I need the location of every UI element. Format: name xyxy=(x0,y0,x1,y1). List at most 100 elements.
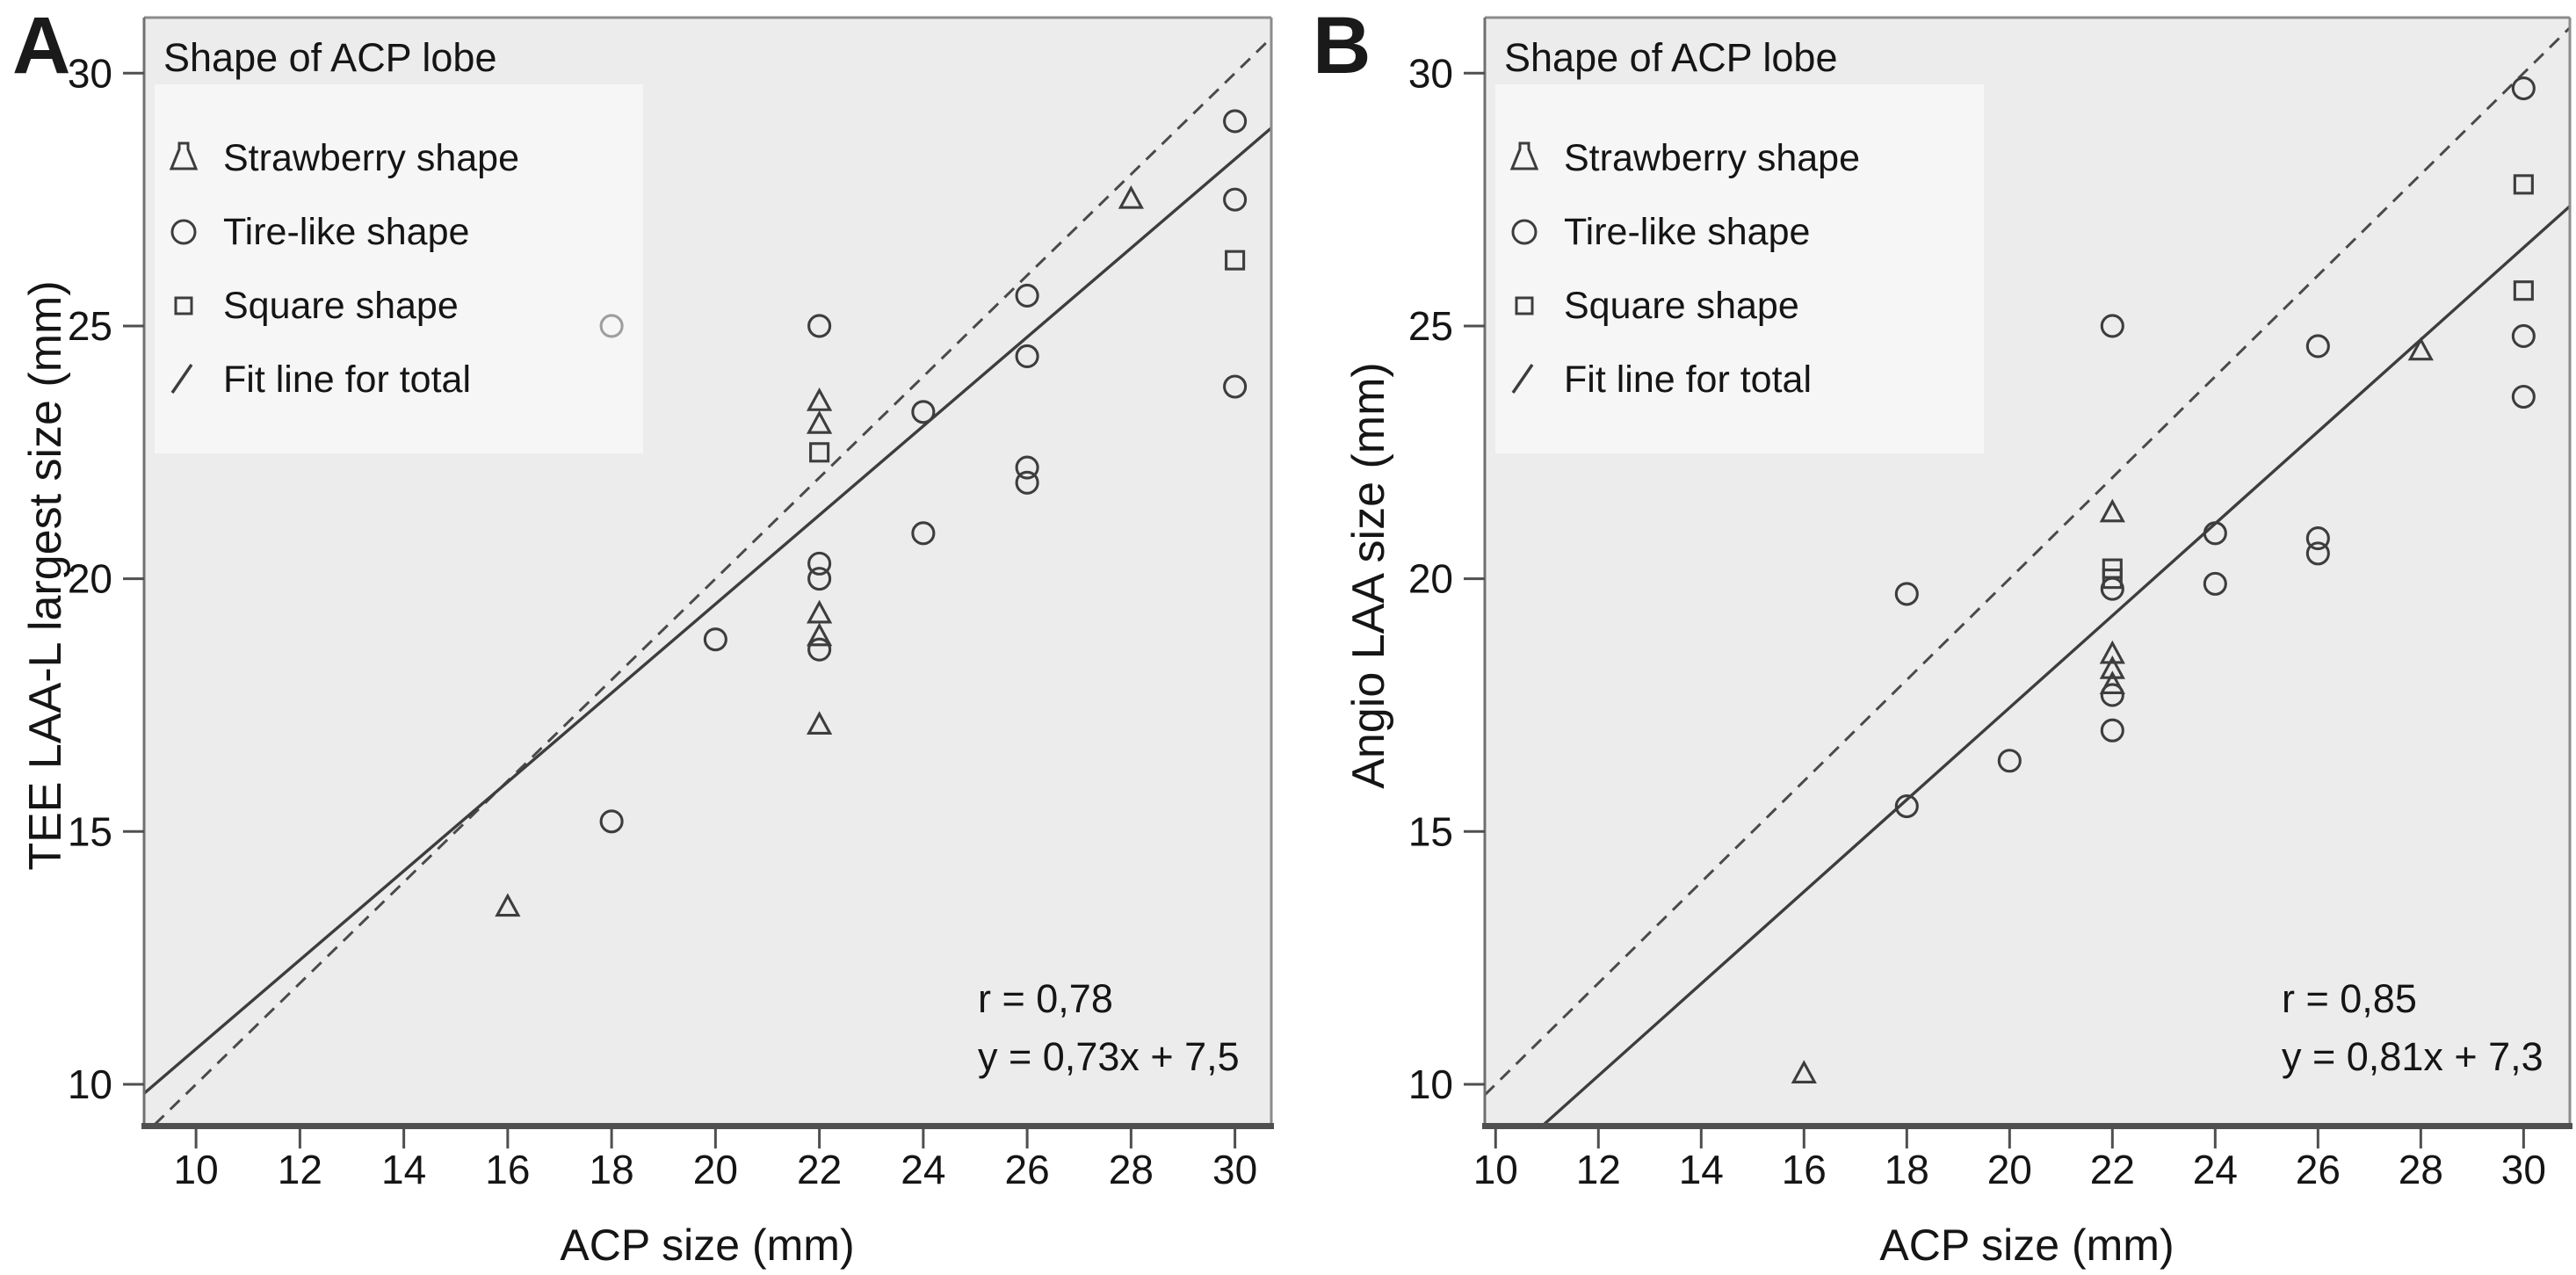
y-tick-label: 10 xyxy=(68,1061,112,1107)
legend-title: Shape of ACP lobe xyxy=(163,35,497,80)
x-tick-label: 30 xyxy=(2501,1147,2546,1192)
y-tick-label: 15 xyxy=(68,808,112,854)
legend-item-label: Tire-like shape xyxy=(223,210,470,253)
x-tick-label: 10 xyxy=(1473,1147,1518,1192)
x-tick-label: 22 xyxy=(797,1147,842,1192)
legend-item-label: Square shape xyxy=(223,284,459,327)
marker-strawberry-triangle xyxy=(2099,655,2125,679)
x-tick-label: 12 xyxy=(1576,1147,1621,1192)
panel-letter-A: A xyxy=(12,1,71,91)
marker-tire-circle xyxy=(1223,374,1248,399)
marker-layer xyxy=(1791,76,2536,1084)
marker-tire-circle xyxy=(911,400,936,424)
marker-tire-circle xyxy=(2100,683,2124,707)
tick-label-layer: 10 12 14 16 18 20 22 24 26 28 30 10 15 20 25 30 xyxy=(1408,50,2546,1192)
marker-tire-circle xyxy=(807,637,832,662)
x-axis-title-A: ACP size (mm) xyxy=(560,1221,855,1270)
legend-B: Shape of ACP lobe Strawberry shape Tire-… xyxy=(1504,35,1860,417)
x-tick-label: 28 xyxy=(2399,1147,2443,1192)
x-axis-title-B: ACP size (mm) xyxy=(1879,1221,2174,1270)
correlation-coefficient: r = 0,85 xyxy=(2282,976,2417,1021)
legend-item-square: Square shape xyxy=(1504,269,1860,343)
marker-strawberry-triangle xyxy=(1118,185,1144,209)
y-tick-label: 20 xyxy=(1408,556,1453,602)
marker-strawberry-triangle xyxy=(1791,1060,1817,1084)
legend-item-tire: Tire-like shape xyxy=(1504,195,1860,269)
legend-item-label: Tire-like shape xyxy=(1564,210,1811,253)
panel-B: 10 12 14 16 18 20 22 24 26 28 30 10 15 20 25 30 B Shape… xyxy=(1288,0,2576,1275)
marker-square xyxy=(809,442,830,463)
x-tick-label: 10 xyxy=(174,1147,219,1192)
identity-dashed-line xyxy=(153,36,1271,1125)
legend-item-fit-line: Fit line for total xyxy=(163,343,519,417)
legend-backdrop-B xyxy=(1495,84,1984,453)
x-tick-label: 26 xyxy=(2296,1147,2341,1192)
y-tick-label: 10 xyxy=(1408,1061,1453,1107)
marker-tire-circle xyxy=(2305,334,2330,359)
marker-strawberry-triangle xyxy=(2099,640,2125,664)
marker-tire-circle xyxy=(2511,323,2536,349)
marker-tire-circle xyxy=(1015,283,1039,308)
marker-tire-circle xyxy=(2511,384,2536,409)
marker-tire-circle xyxy=(2305,541,2330,566)
x-tick-label: 24 xyxy=(2193,1147,2238,1192)
marker-strawberry-triangle xyxy=(807,388,833,411)
bottom-axis-bar xyxy=(141,1123,1274,1129)
x-tick-label: 22 xyxy=(2090,1147,2135,1192)
legend-item-square: Square shape xyxy=(163,269,519,343)
marker-strawberry-triangle xyxy=(495,893,521,917)
marker-strawberry-triangle xyxy=(807,409,833,434)
marker-strawberry-triangle xyxy=(2099,498,2125,523)
strawberry-triangle-icon xyxy=(169,141,199,170)
fit-statistics-A: r = 0,78 y = 0,73x + 7,5 xyxy=(978,970,1240,1086)
marker-tire-circle xyxy=(1015,344,1039,369)
marker-tire-circle xyxy=(599,809,624,834)
marker-tire-circle xyxy=(911,521,936,546)
x-tick-label: 12 xyxy=(278,1147,322,1192)
correlation-coefficient: r = 0,78 xyxy=(978,976,1113,1021)
legend-title: Shape of ACP lobe xyxy=(1504,35,1838,80)
fit-statistics-B: r = 0,85 y = 0,81x + 7,3 xyxy=(2282,970,2543,1086)
regression-equation: y = 0,73x + 7,5 xyxy=(978,1034,1240,1079)
y-axis-title-B: Angio LAA size (mm) xyxy=(1343,362,1394,789)
square-icon xyxy=(174,296,193,315)
legend-backdrop-A xyxy=(155,84,643,453)
bottom-axis-bar xyxy=(1482,1123,2572,1129)
line-layer xyxy=(1485,26,2570,1125)
legend-A: Shape of ACP lobe Strawberry shape Tire-… xyxy=(163,35,519,417)
x-tick-label: 16 xyxy=(485,1147,530,1192)
x-tick-label: 30 xyxy=(1212,1147,1257,1192)
y-tick-label: 25 xyxy=(68,303,112,349)
x-tick-label: 26 xyxy=(1005,1147,1050,1192)
marker-tire-circle xyxy=(1223,187,1248,212)
marker-tire-circle xyxy=(2100,718,2124,743)
tick-layer xyxy=(123,71,1237,1148)
marker-tire-circle xyxy=(2203,571,2227,596)
marker-tire-circle xyxy=(807,314,832,338)
x-tick-label: 24 xyxy=(901,1147,945,1192)
identity-dashed-line xyxy=(1485,26,2570,1097)
y-tick-label: 30 xyxy=(68,50,112,96)
marker-tire-circle xyxy=(807,567,832,591)
x-tick-label: 14 xyxy=(381,1147,426,1192)
legend-item-strawberry: Strawberry shape xyxy=(163,121,519,195)
tire-circle-icon xyxy=(1511,219,1538,245)
legend-item-fit-line: Fit line for total xyxy=(1504,343,1860,417)
x-tick-label: 16 xyxy=(1782,1147,1827,1192)
legend-item-label: Strawberry shape xyxy=(223,136,519,179)
marker-strawberry-triangle xyxy=(807,599,833,624)
square-icon xyxy=(1515,296,1534,315)
fit-line-icon xyxy=(1511,364,1534,394)
marker-tire-circle xyxy=(1894,793,1919,819)
marker-tire-circle xyxy=(1894,582,1919,606)
y-tick-label: 20 xyxy=(68,556,112,602)
panel-letter-B: B xyxy=(1313,1,1371,91)
marker-strawberry-triangle xyxy=(807,622,833,647)
y-tick-label: 15 xyxy=(1408,808,1453,854)
marker-square xyxy=(2102,569,2123,590)
x-tick-label: 20 xyxy=(1987,1147,2032,1192)
x-tick-label: 18 xyxy=(590,1147,634,1192)
marker-strawberry-triangle xyxy=(2407,337,2434,361)
marker-strawberry-triangle xyxy=(2099,670,2125,695)
